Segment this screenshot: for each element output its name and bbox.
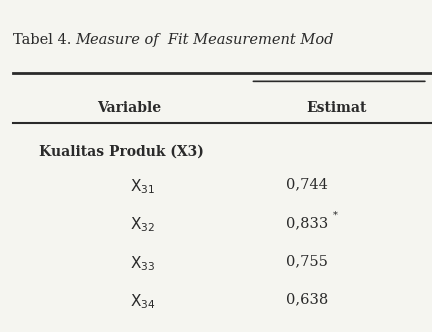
Text: $\mathrm{X}_{31}$: $\mathrm{X}_{31}$ <box>130 178 155 196</box>
Text: $\mathrm{X}_{33}$: $\mathrm{X}_{33}$ <box>130 254 155 273</box>
Text: Estimat: Estimat <box>307 101 367 115</box>
Text: 0,755: 0,755 <box>286 254 328 268</box>
Text: Measure of  Fit Measurement Mod: Measure of Fit Measurement Mod <box>76 33 334 47</box>
Text: 0,744: 0,744 <box>286 178 328 192</box>
Text: $\mathrm{X}_{32}$: $\mathrm{X}_{32}$ <box>130 216 155 234</box>
Text: 0,833: 0,833 <box>286 216 328 230</box>
Text: $\mathrm{X}_{34}$: $\mathrm{X}_{34}$ <box>130 292 156 311</box>
Text: *: * <box>333 211 337 220</box>
Text: Kualitas Produk (X3): Kualitas Produk (X3) <box>38 144 203 158</box>
Text: 0,638: 0,638 <box>286 292 328 306</box>
Text: Variable: Variable <box>98 101 162 115</box>
Text: Tabel 4.: Tabel 4. <box>13 33 76 47</box>
